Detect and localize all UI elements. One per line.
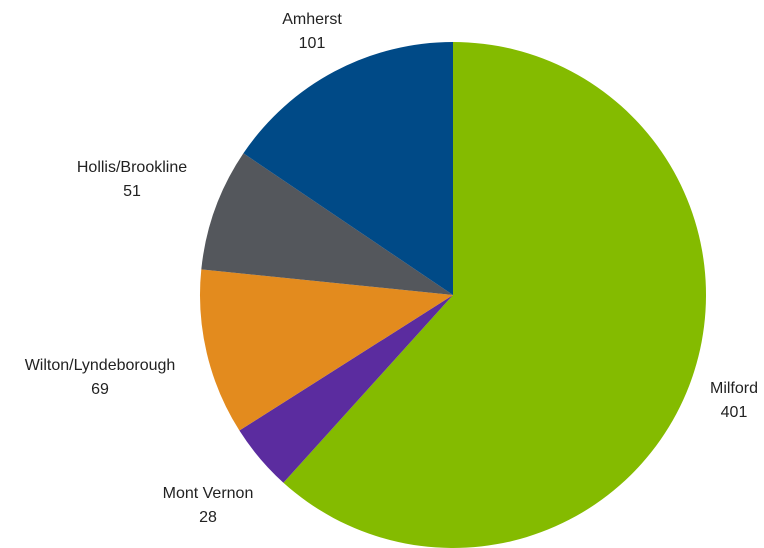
pie-slice-wilton-lyndeborough [199,269,453,431]
pie-slice-amherst [243,42,453,295]
pie-slice-mont-vernon [239,295,453,483]
slice-label-amherst: Amherst [282,11,342,28]
pie-slice-hollis-brookline [201,153,453,295]
pie-slice-milford [283,42,707,548]
slice-value-wilton-lyndeborough: 69 [91,381,109,398]
slice-value-hollis-brookline: 51 [123,183,141,200]
slice-value-amherst: 101 [299,35,326,52]
slice-label-hollis-brookline: Hollis/Brookline [77,159,187,176]
pie-labels: Milford 401 Mont Vernon 28 Wilton/Lyndeborou… [25,11,758,526]
slice-label-wilton-lyndeborough: Wilton/Lyndeborough [25,357,176,374]
slice-value-milford: 401 [721,404,748,421]
pie-slices [199,42,707,548]
slice-label-mont-vernon: Mont Vernon [163,485,254,502]
slice-label-milford: Milford [710,380,758,397]
slice-value-mont-vernon: 28 [199,509,217,526]
